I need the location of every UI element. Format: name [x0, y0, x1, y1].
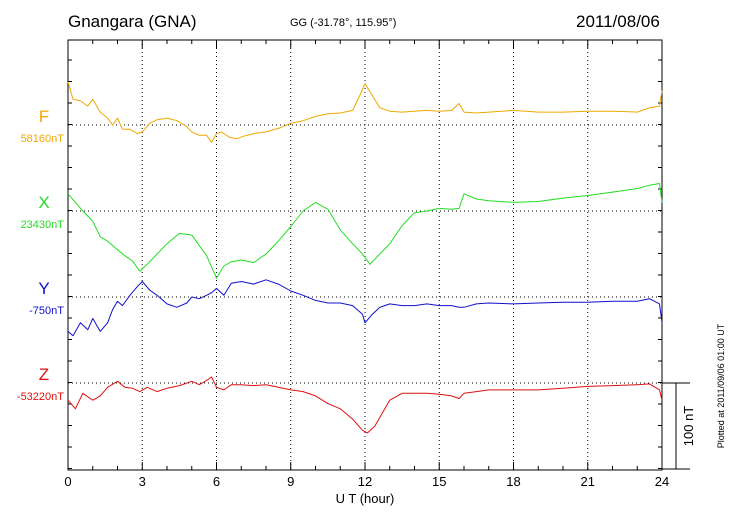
series-line-x — [67, 183, 663, 279]
grid — [68, 40, 662, 470]
baseline-value-x: 23430nT — [21, 219, 65, 231]
x-tick-label: 18 — [506, 474, 520, 489]
component-name-y: Y — [38, 279, 49, 298]
x-tick-label: 15 — [432, 474, 446, 489]
series-group — [67, 81, 663, 434]
component-name-x: X — [38, 193, 49, 212]
plotted-note: Plotted at 2011/09/06 01:00 UT — [716, 323, 726, 448]
series-line-y — [67, 279, 663, 337]
x-tick-label: 24 — [655, 474, 669, 489]
baseline-value-z: -53220nT — [17, 391, 64, 403]
scale-bar — [662, 382, 690, 470]
x-axis-label: U T (hour) — [336, 491, 395, 506]
component-labels: F 58160nT X 23430nT Y -750nT Z -53220nT — [17, 107, 64, 403]
x-tick-label: 9 — [287, 474, 294, 489]
coordinates-label: GG (-31.78°, 115.95°) — [290, 17, 397, 29]
station-title: Gnangara (GNA) — [68, 12, 197, 31]
axis-ticks — [67, 40, 663, 470]
component-name-z: Z — [39, 365, 49, 384]
component-name-f: F — [39, 107, 49, 126]
scale-bar-label: 100 nT — [681, 406, 696, 447]
x-tick-label: 12 — [358, 474, 372, 489]
x-tick-label: 3 — [139, 474, 146, 489]
baseline-value-y: -750nT — [29, 305, 64, 317]
x-tick-label: 0 — [64, 474, 71, 489]
x-tick-label: 6 — [213, 474, 220, 489]
series-line-z — [67, 376, 663, 434]
baseline-value-f: 58160nT — [21, 133, 65, 145]
series-line-f — [67, 81, 663, 143]
x-tick-labels: 0 3 6 9 12 15 18 21 24 — [64, 474, 669, 489]
x-tick-label: 21 — [581, 474, 595, 489]
date-label: 2011/08/06 — [576, 12, 660, 31]
